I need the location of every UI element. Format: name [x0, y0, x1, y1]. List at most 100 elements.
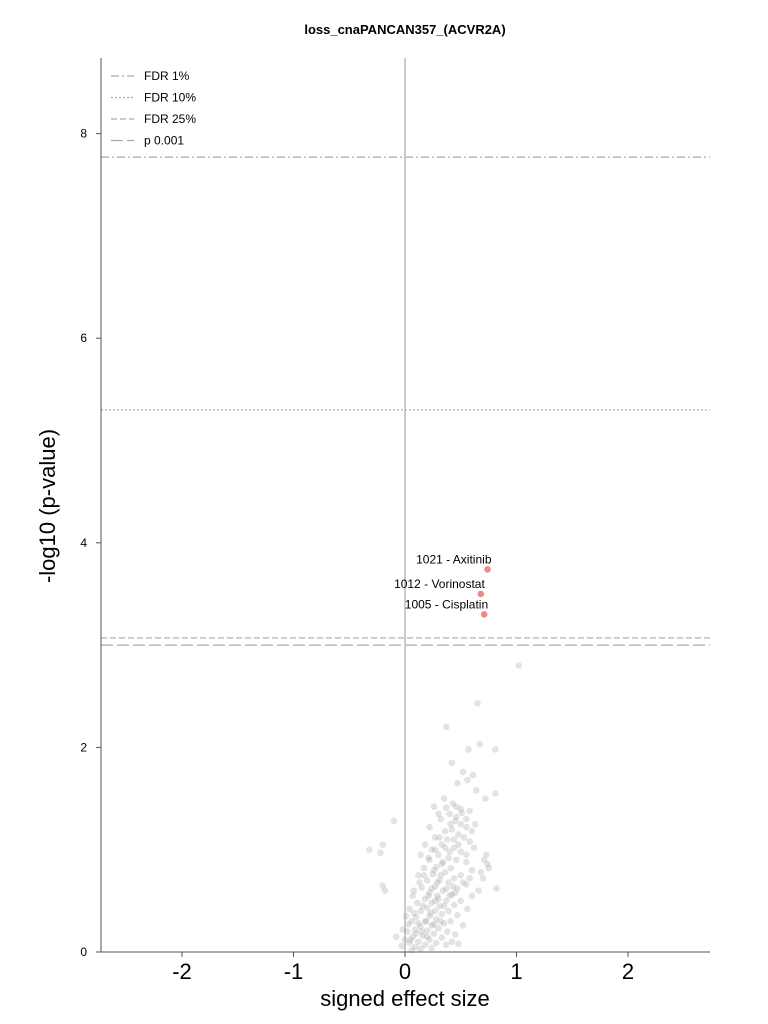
data-point: [455, 841, 462, 848]
y-tick-label: 0: [80, 945, 87, 959]
data-point: [419, 932, 427, 939]
data-point: [481, 795, 489, 802]
data-point: [428, 922, 436, 929]
data-point: [424, 904, 431, 912]
data-point: [422, 918, 430, 925]
data-point: [449, 883, 457, 890]
data-point: [428, 846, 436, 853]
data-point: [442, 941, 450, 949]
data-point: [399, 926, 407, 933]
data-point: [459, 768, 467, 776]
data-point: [417, 923, 424, 930]
data-point: [432, 863, 440, 871]
x-tick-label: 2: [622, 959, 634, 984]
data-point: [450, 844, 458, 851]
data-point: [434, 892, 441, 900]
data-point: [402, 912, 410, 920]
data-point: [415, 938, 422, 946]
data-point: [447, 820, 455, 828]
data-point: [464, 905, 471, 913]
data-point: [454, 779, 461, 787]
data-point: [418, 884, 426, 891]
data-point: [441, 868, 449, 876]
data-point: [468, 827, 476, 835]
data-point: [406, 905, 413, 913]
data-point: [473, 787, 480, 794]
data-point: [417, 851, 424, 859]
y-tick-label: 2: [80, 740, 87, 754]
data-point: [471, 820, 479, 828]
data-point: [413, 899, 421, 907]
data-point: [452, 856, 460, 864]
data-point: [448, 891, 456, 899]
data-point: [468, 892, 476, 900]
data-point: [420, 871, 428, 879]
data-point: [463, 815, 470, 823]
data-point: [426, 912, 433, 920]
data-point: [401, 936, 409, 944]
highlighted-point: [484, 566, 491, 573]
data-point: [428, 944, 436, 952]
data-point: [437, 918, 444, 925]
data-point: [442, 723, 450, 731]
data-point: [431, 907, 439, 915]
data-point: [463, 858, 470, 866]
data-point: [455, 940, 462, 948]
data-point: [417, 945, 424, 953]
data-point: [431, 846, 439, 853]
x-tick-label: -1: [284, 959, 304, 984]
point-annotation: 1012 - Vorinostat: [394, 577, 485, 591]
data-point: [436, 877, 443, 884]
data-point: [419, 902, 427, 910]
data-point: [426, 856, 433, 864]
data-point: [459, 922, 467, 929]
data-point: [432, 915, 440, 923]
data-point: [479, 875, 487, 882]
data-point: [424, 877, 431, 884]
data-point: [409, 933, 417, 940]
data-point: [457, 805, 465, 813]
data-point: [405, 921, 412, 928]
data-point: [470, 844, 478, 851]
data-point: [421, 918, 429, 925]
data-point: [451, 889, 459, 896]
legend-label: p 0.001: [144, 134, 184, 148]
data-point: [427, 909, 434, 917]
data-point: [464, 776, 471, 784]
point-annotation: 1021 - Axitinib: [416, 552, 492, 566]
data-point: [448, 825, 456, 833]
data-point: [407, 936, 414, 944]
data-point: [463, 851, 470, 859]
chart-title: loss_cnaPANCAN357_(ACVR2A): [304, 22, 505, 37]
data-point: [454, 911, 461, 919]
data-point: [441, 844, 449, 851]
data-point: [439, 858, 447, 866]
data-point: [457, 820, 465, 828]
data-point: [492, 746, 499, 753]
data-point: [440, 795, 448, 802]
data-point: [445, 879, 452, 886]
data-point: [442, 897, 450, 905]
data-point: [476, 741, 484, 748]
data-point: [438, 934, 446, 941]
data-point: [436, 902, 443, 910]
data-point: [366, 846, 373, 853]
data-point: [412, 930, 420, 937]
data-point: [452, 803, 460, 811]
data-point: [448, 759, 456, 767]
data-point: [425, 892, 432, 900]
data-point: [459, 879, 467, 886]
data-point: [447, 918, 455, 925]
data-point: [409, 892, 417, 900]
data-point: [445, 907, 452, 915]
data-point: [431, 834, 439, 841]
data-point: [446, 810, 453, 818]
data-point: [417, 907, 424, 915]
data-point: [438, 860, 446, 868]
data-point: [412, 913, 420, 921]
data-point: [418, 928, 426, 935]
data-point: [457, 897, 465, 905]
data-point: [445, 854, 452, 862]
y-tick-label: 6: [80, 331, 87, 345]
data-point: [454, 885, 461, 892]
